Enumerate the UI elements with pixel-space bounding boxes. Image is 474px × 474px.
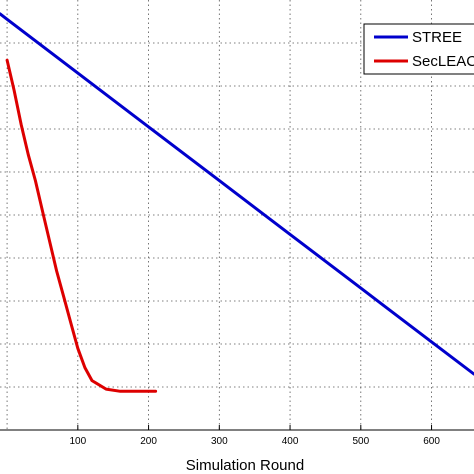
- series-lines: [0, 12, 474, 393]
- x-tick-label: 300: [211, 436, 228, 447]
- x-tick-label: 400: [282, 436, 299, 447]
- legend-box: [363, 23, 474, 75]
- x-tick-label: 200: [140, 436, 157, 447]
- x-axis-label: Simulation Round: [186, 457, 304, 474]
- x-tick-label: 100: [69, 436, 86, 447]
- series-line-1: [5, 58, 158, 393]
- x-tick-label: 600: [423, 436, 440, 447]
- legend-label-stree: STREE: [412, 29, 462, 46]
- series-line-0: [0, 12, 474, 376]
- x-ticks: 100 200 300 400 500 600: [69, 425, 440, 447]
- legend-label-secleach: SecLEACH: [412, 53, 474, 70]
- x-tick-label: 500: [352, 436, 369, 447]
- legend: STREE SecLEACH: [363, 23, 474, 75]
